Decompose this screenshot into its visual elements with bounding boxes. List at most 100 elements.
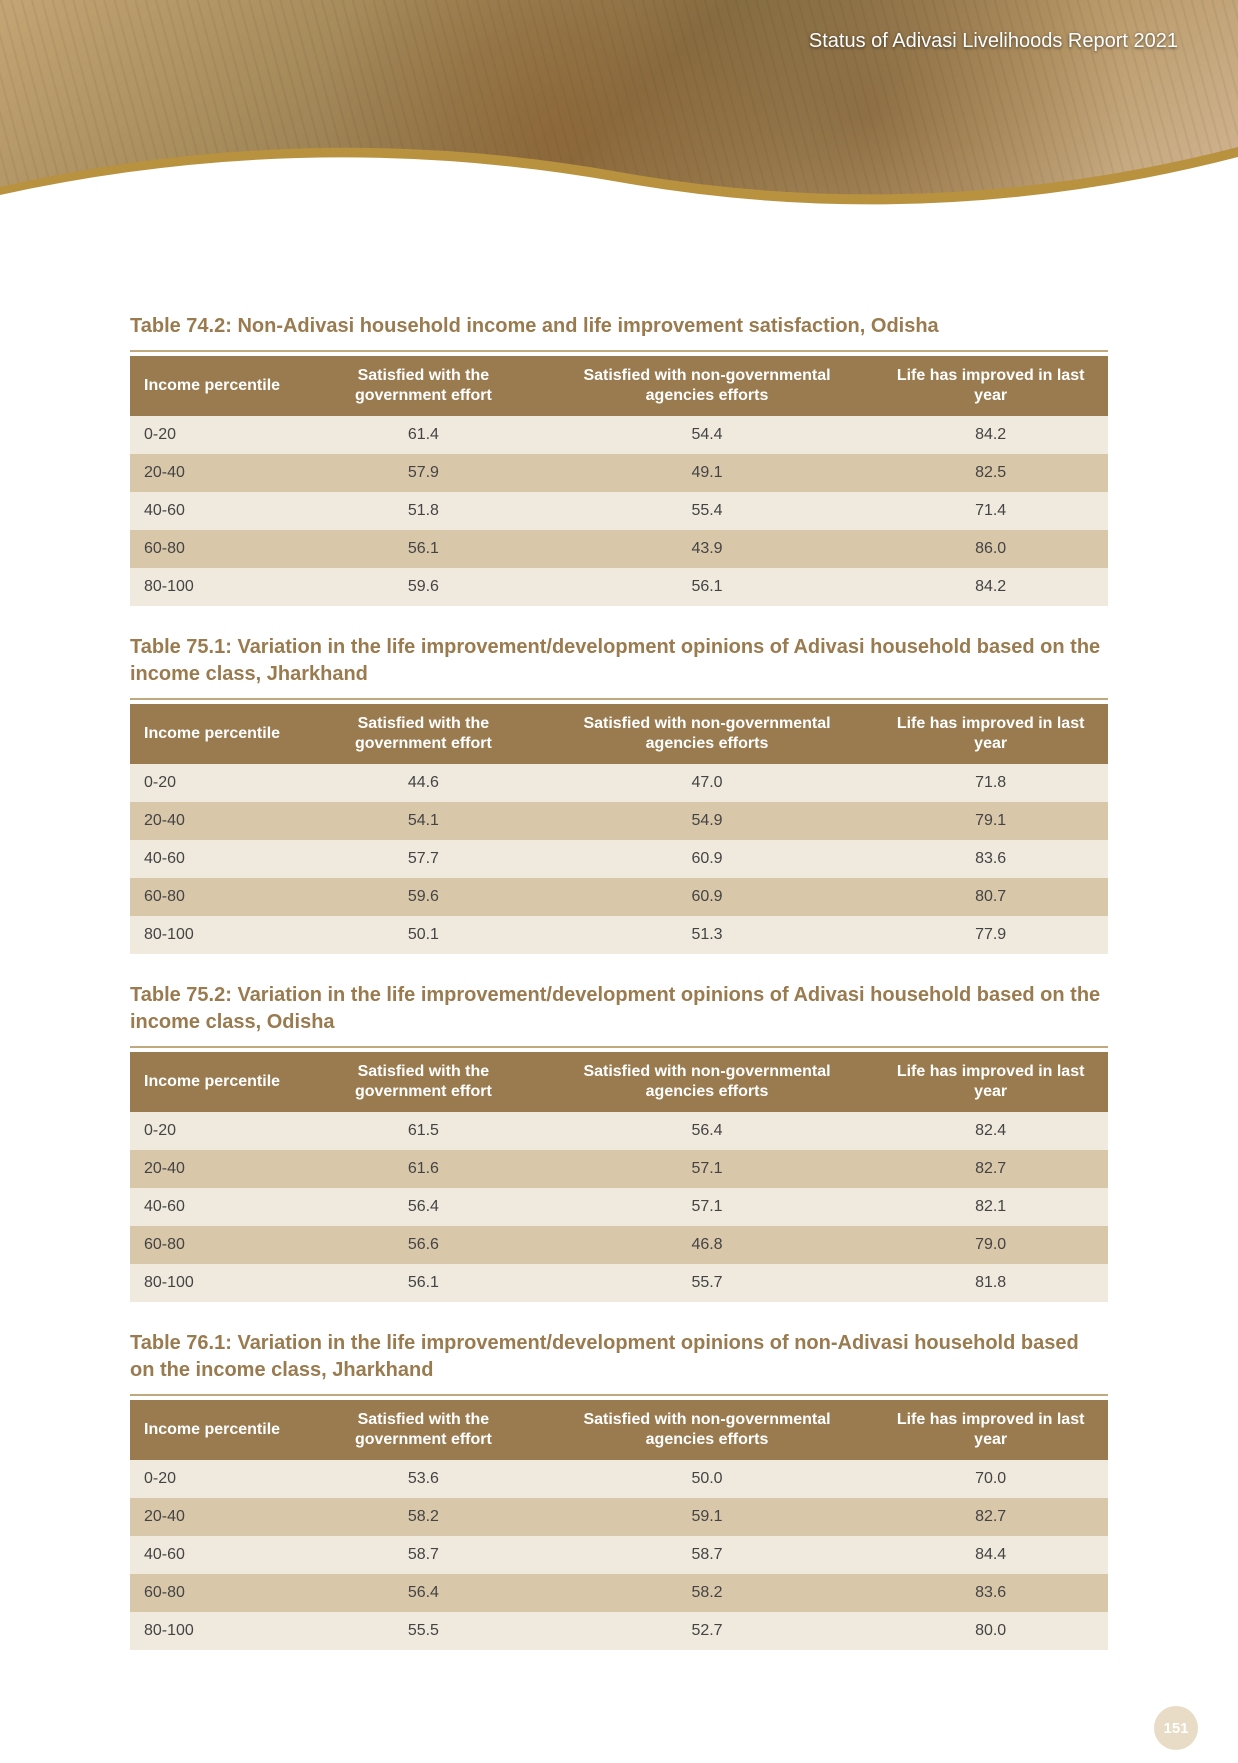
table-cell: 82.4 [873,1112,1108,1150]
table-rule [130,1394,1108,1396]
table-cell: 20-40 [130,1498,306,1536]
table-body: 0-2061.454.484.220-4057.949.182.540-6051… [130,416,1108,606]
page-content: Table 74.2: Non-Adivasi household income… [0,225,1238,1690]
table-cell: 44.6 [306,764,541,802]
table-cell: 60-80 [130,878,306,916]
col-header: Satisfied with non-governmental agencies… [541,1052,874,1112]
table-row: 0-2061.556.482.4 [130,1112,1108,1150]
table-cell: 43.9 [541,530,874,568]
table-cell: 80.0 [873,1612,1108,1650]
table-cell: 40-60 [130,840,306,878]
page-number: 151 [1154,1706,1198,1750]
table-cell: 58.2 [541,1574,874,1612]
table-cell: 56.1 [306,1264,541,1302]
col-header: Income percentile [130,1400,306,1460]
table-title: Table 75.2: Variation in the life improv… [130,982,1108,1036]
table-row: 40-6056.457.182.1 [130,1188,1108,1226]
table-cell: 57.9 [306,454,541,492]
table-cell: 77.9 [873,916,1108,954]
table-cell: 86.0 [873,530,1108,568]
table-cell: 80-100 [130,916,306,954]
table-row: 20-4054.154.979.1 [130,802,1108,840]
table-cell: 60-80 [130,530,306,568]
table-cell: 61.4 [306,416,541,454]
report-title: Status of Adivasi Livelihoods Report 202… [809,30,1178,53]
table-cell: 20-40 [130,454,306,492]
table-row: 20-4061.657.182.7 [130,1150,1108,1188]
table-cell: 80.7 [873,878,1108,916]
table-cell: 0-20 [130,1460,306,1498]
table-cell: 60-80 [130,1574,306,1612]
table-cell: 82.7 [873,1150,1108,1188]
table-cell: 20-40 [130,1150,306,1188]
table-title: Table 76.1: Variation in the life improv… [130,1330,1108,1384]
table-cell: 55.5 [306,1612,541,1650]
table-cell: 50.1 [306,916,541,954]
col-header: Satisfied with the government effort [306,1052,541,1112]
hero-banner: Status of Adivasi Livelihoods Report 202… [0,0,1238,225]
table-cell: 46.8 [541,1226,874,1264]
data-table: Income percentile Satisfied with the gov… [130,356,1108,606]
table-row: 20-4057.949.182.5 [130,454,1108,492]
table-cell: 81.8 [873,1264,1108,1302]
table-title: Table 75.1: Variation in the life improv… [130,634,1108,688]
table-cell: 56.6 [306,1226,541,1264]
table-cell: 58.2 [306,1498,541,1536]
table-cell: 59.6 [306,568,541,606]
table-header-row: Income percentile Satisfied with the gov… [130,704,1108,764]
table-row: 40-6057.760.983.6 [130,840,1108,878]
table-cell: 79.0 [873,1226,1108,1264]
table-cell: 40-60 [130,1536,306,1574]
table-row: 60-8056.143.986.0 [130,530,1108,568]
data-table: Income percentile Satisfied with the gov… [130,1052,1108,1302]
table-cell: 47.0 [541,764,874,802]
table-cell: 82.1 [873,1188,1108,1226]
data-table: Income percentile Satisfied with the gov… [130,1400,1108,1650]
table-row: 80-10055.552.780.0 [130,1612,1108,1650]
table-cell: 84.2 [873,416,1108,454]
table-cell: 70.0 [873,1460,1108,1498]
col-header: Income percentile [130,356,306,416]
col-header: Satisfied with the government effort [306,356,541,416]
table-rule [130,698,1108,700]
table-cell: 83.6 [873,840,1108,878]
table-rule [130,350,1108,352]
table-row: 20-4058.259.182.7 [130,1498,1108,1536]
table-row: 60-8056.458.283.6 [130,1574,1108,1612]
col-header: Satisfied with non-governmental agencies… [541,1400,874,1460]
col-header: Life has improved in last year [873,1052,1108,1112]
table-cell: 20-40 [130,802,306,840]
table-cell: 54.9 [541,802,874,840]
table-cell: 57.7 [306,840,541,878]
table-header-row: Income percentile Satisfied with the gov… [130,1400,1108,1460]
col-header: Income percentile [130,704,306,764]
table-cell: 59.6 [306,878,541,916]
table-row: 60-8056.646.879.0 [130,1226,1108,1264]
table-cell: 52.7 [541,1612,874,1650]
table-cell: 55.4 [541,492,874,530]
table-cell: 61.6 [306,1150,541,1188]
col-header: Satisfied with the government effort [306,1400,541,1460]
table-row: 0-2044.647.071.8 [130,764,1108,802]
table-cell: 53.6 [306,1460,541,1498]
table-cell: 84.4 [873,1536,1108,1574]
table-cell: 57.1 [541,1188,874,1226]
col-header: Income percentile [130,1052,306,1112]
table-cell: 55.7 [541,1264,874,1302]
table-cell: 71.4 [873,492,1108,530]
table-cell: 84.2 [873,568,1108,606]
table-cell: 58.7 [541,1536,874,1574]
table-cell: 83.6 [873,1574,1108,1612]
table-cell: 54.1 [306,802,541,840]
table-cell: 58.7 [306,1536,541,1574]
table-cell: 51.8 [306,492,541,530]
table-row: 0-2061.454.484.2 [130,416,1108,454]
data-table: Income percentile Satisfied with the gov… [130,704,1108,954]
table-cell: 0-20 [130,1112,306,1150]
table-cell: 60.9 [541,840,874,878]
table-row: 80-10059.656.184.2 [130,568,1108,606]
col-header: Life has improved in last year [873,704,1108,764]
table-cell: 56.4 [306,1574,541,1612]
table-row: 0-2053.650.070.0 [130,1460,1108,1498]
table-cell: 82.5 [873,454,1108,492]
